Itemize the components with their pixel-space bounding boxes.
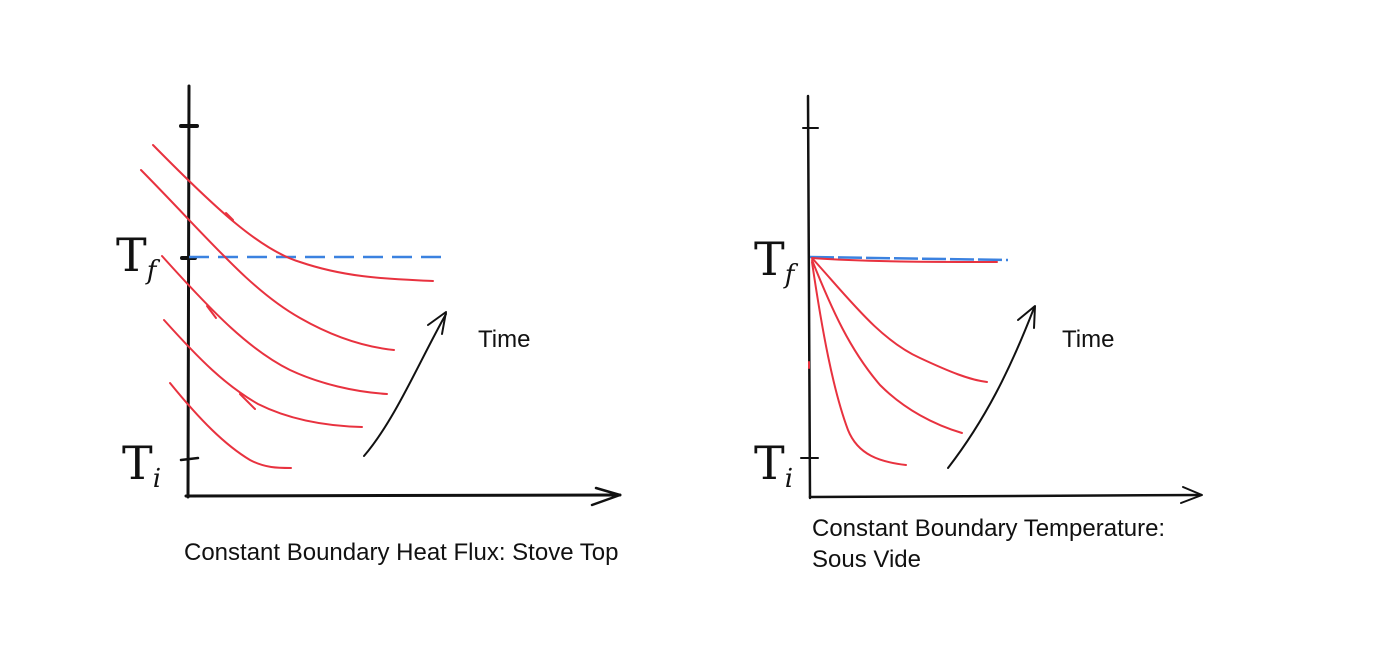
left-curve-3-stroke xyxy=(206,305,217,319)
right-caption-line-1: Constant Boundary Temperature: xyxy=(812,515,1166,542)
left-final-temperature-label: Tf xyxy=(116,232,156,294)
left-initial-temperature-label: Ti xyxy=(122,440,161,502)
left-curve-4 xyxy=(163,319,363,428)
right-time-arrowhead xyxy=(1017,305,1036,329)
right-final-temperature-line xyxy=(809,255,1009,262)
right-curve-2 xyxy=(811,257,988,383)
left-time-arrowhead xyxy=(427,311,447,335)
left-panel xyxy=(140,84,622,507)
left-curve-4-stroke xyxy=(239,393,256,410)
right-curve-4 xyxy=(811,261,907,466)
left-curve-1 xyxy=(152,144,434,282)
left-curve-3 xyxy=(161,255,388,395)
left-curve-2 xyxy=(140,169,395,351)
left-initial-temperature-symbol: T xyxy=(122,436,153,490)
left-caption: Constant Boundary Heat Flux: Stove Top xyxy=(184,537,618,568)
left-tick-initial xyxy=(179,456,200,462)
right-x-axis-arrowhead xyxy=(1180,486,1203,504)
left-final-temperature-symbol: T xyxy=(116,228,147,282)
right-time-arrow xyxy=(947,307,1035,469)
left-x-axis-arrowhead xyxy=(590,486,622,507)
left-curve-1-stroke xyxy=(225,212,234,221)
right-panel xyxy=(800,94,1203,504)
left-caption-line: Constant Boundary Heat Flux: Stove Top xyxy=(184,539,619,566)
right-caption: Constant Boundary Temperature: Sous Vide xyxy=(812,513,1165,575)
right-initial-temperature-label: Ti xyxy=(754,440,793,502)
left-curve-5 xyxy=(169,382,292,469)
right-initial-temperature-subscript: i xyxy=(784,464,794,494)
right-y-axis xyxy=(806,94,812,500)
left-time-label: Time xyxy=(478,326,531,353)
left-final-temperature-subscript: f xyxy=(146,256,157,286)
right-initial-temperature-symbol: T xyxy=(754,436,785,490)
left-y-axis xyxy=(186,84,191,499)
right-caption-line-2: Sous Vide xyxy=(812,546,921,573)
right-final-temperature-subscript: f xyxy=(784,260,795,290)
right-curve-3 xyxy=(811,259,963,434)
left-time-arrow xyxy=(363,313,447,457)
left-x-axis xyxy=(184,493,622,498)
right-final-temperature-label: Tf xyxy=(754,236,794,298)
right-x-axis xyxy=(808,493,1203,499)
right-final-temperature-symbol: T xyxy=(754,232,785,286)
left-initial-temperature-subscript: i xyxy=(152,464,162,494)
right-time-label: Time xyxy=(1062,326,1115,353)
right-curve-1 xyxy=(811,257,998,263)
